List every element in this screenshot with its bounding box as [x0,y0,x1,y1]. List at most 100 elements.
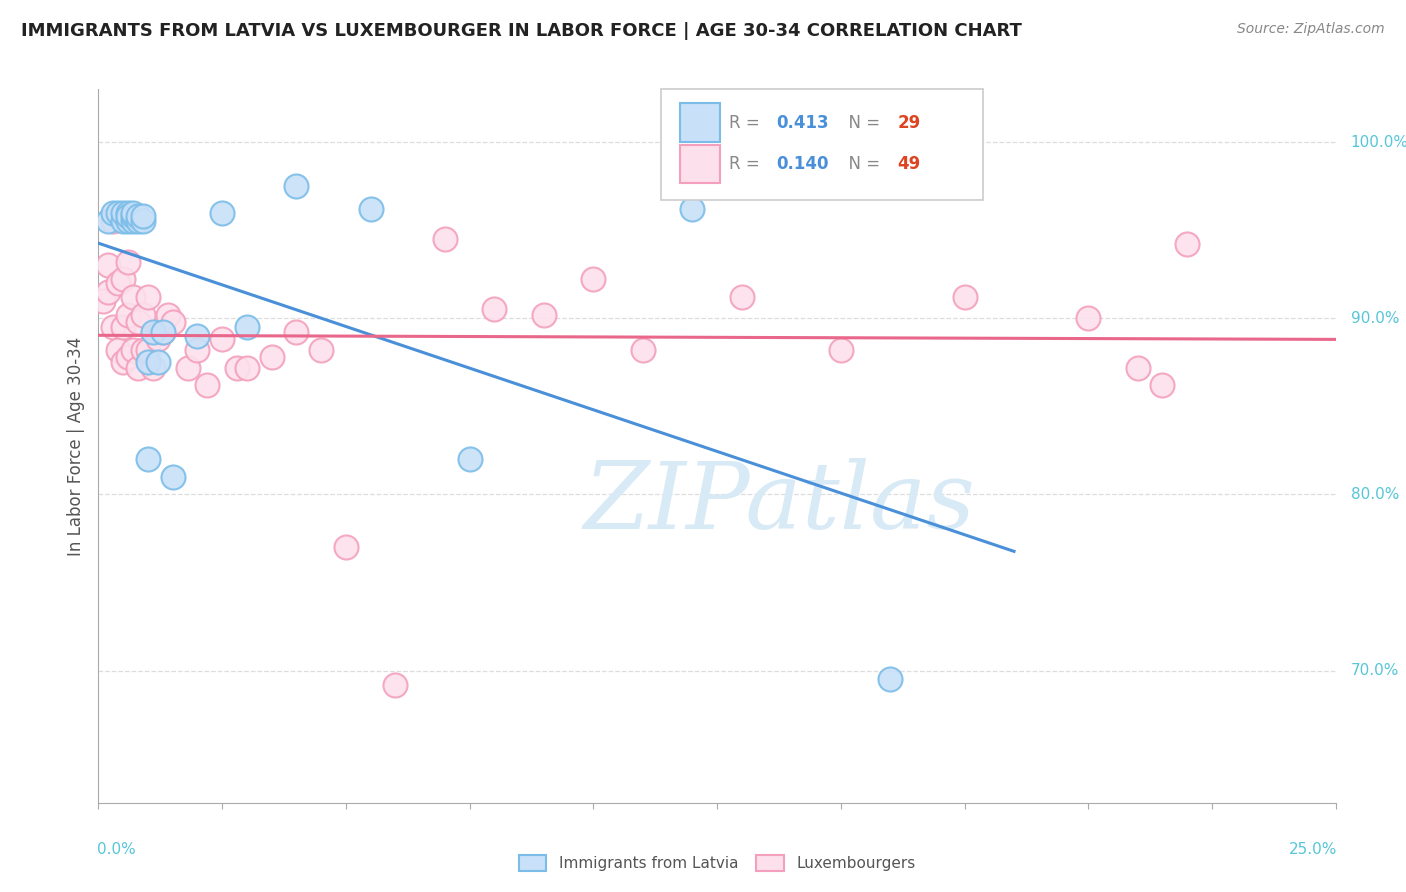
Point [117,214,139,228]
Point [142,326,165,340]
Point [830,343,852,357]
Point [1126,360,1149,375]
FancyBboxPatch shape [681,145,720,184]
Point [122,214,145,228]
Point [103,320,125,334]
Point [360,202,382,216]
Y-axis label: In Labor Force | Age 30-34: In Labor Force | Age 30-34 [66,336,84,556]
Point [93,293,115,308]
Point [127,214,149,228]
Text: 0.140: 0.140 [776,155,830,173]
Point [152,326,174,340]
Point [132,343,155,357]
Text: 29: 29 [897,114,921,132]
Point [97,285,120,299]
Text: 70.0%: 70.0% [1351,663,1399,678]
Point [186,343,208,357]
Text: IMMIGRANTS FROM LATVIA VS LUXEMBOURGER IN LABOR FORCE | AGE 30-34 CORRELATION CH: IMMIGRANTS FROM LATVIA VS LUXEMBOURGER I… [21,22,1022,40]
Point [335,541,357,555]
Point [127,315,149,329]
Text: 80.0%: 80.0% [1351,487,1399,502]
FancyBboxPatch shape [661,89,983,200]
Point [112,355,135,369]
Point [107,343,129,357]
Point [132,214,155,228]
Point [1077,311,1099,326]
Point [146,332,169,346]
Point [112,214,135,228]
Point [97,214,120,228]
Point [226,360,249,375]
Point [122,290,145,304]
Point [107,276,129,290]
Point [285,326,308,340]
Text: 90.0%: 90.0% [1351,310,1399,326]
Point [236,360,259,375]
Point [107,205,129,219]
Legend: Immigrants from Latvia, Luxembourgers: Immigrants from Latvia, Luxembourgers [513,849,921,877]
Point [136,290,159,304]
Point [122,209,145,223]
Point [97,259,120,273]
Point [236,320,259,334]
Point [681,202,703,216]
Point [156,308,179,322]
Point [127,360,149,375]
Point [136,355,159,369]
Point [731,290,754,304]
Point [433,232,456,246]
Point [127,209,149,223]
Point [117,255,139,269]
Point [458,452,481,467]
Text: 0.413: 0.413 [776,114,830,132]
Point [631,343,654,357]
Point [484,302,506,317]
Text: R =: R = [730,155,765,173]
Point [195,378,218,392]
Point [136,452,159,467]
Point [162,470,184,484]
Text: 25.0%: 25.0% [1288,842,1337,857]
Point [117,308,139,322]
Point [1175,237,1198,252]
Point [132,308,155,322]
Point [122,205,145,219]
Point [285,179,308,194]
Point [142,360,165,375]
Point [309,343,332,357]
Point [211,205,233,219]
Point [582,272,605,286]
Point [103,205,125,219]
Point [879,673,901,687]
Point [384,678,406,692]
Point [112,205,135,219]
Text: 49: 49 [897,155,921,173]
Point [533,308,555,322]
Point [953,290,976,304]
Point [260,350,283,364]
Point [211,332,233,346]
Point [112,320,135,334]
Text: 0.0%: 0.0% [97,842,136,857]
Point [146,355,169,369]
Point [152,326,174,340]
Point [117,209,139,223]
Point [117,205,139,219]
Text: 100.0%: 100.0% [1351,135,1406,150]
Text: N =: N = [838,114,886,132]
Point [112,272,135,286]
Point [176,360,198,375]
Point [136,343,159,357]
Text: R =: R = [730,114,765,132]
Point [117,350,139,364]
FancyBboxPatch shape [681,103,720,142]
Text: N =: N = [838,155,886,173]
Point [103,214,125,228]
Text: ZIPatlas: ZIPatlas [583,458,974,548]
Text: Source: ZipAtlas.com: Source: ZipAtlas.com [1237,22,1385,37]
Point [186,329,208,343]
Point [132,209,155,223]
Point [1152,378,1174,392]
Point [162,315,184,329]
Point [122,343,145,357]
